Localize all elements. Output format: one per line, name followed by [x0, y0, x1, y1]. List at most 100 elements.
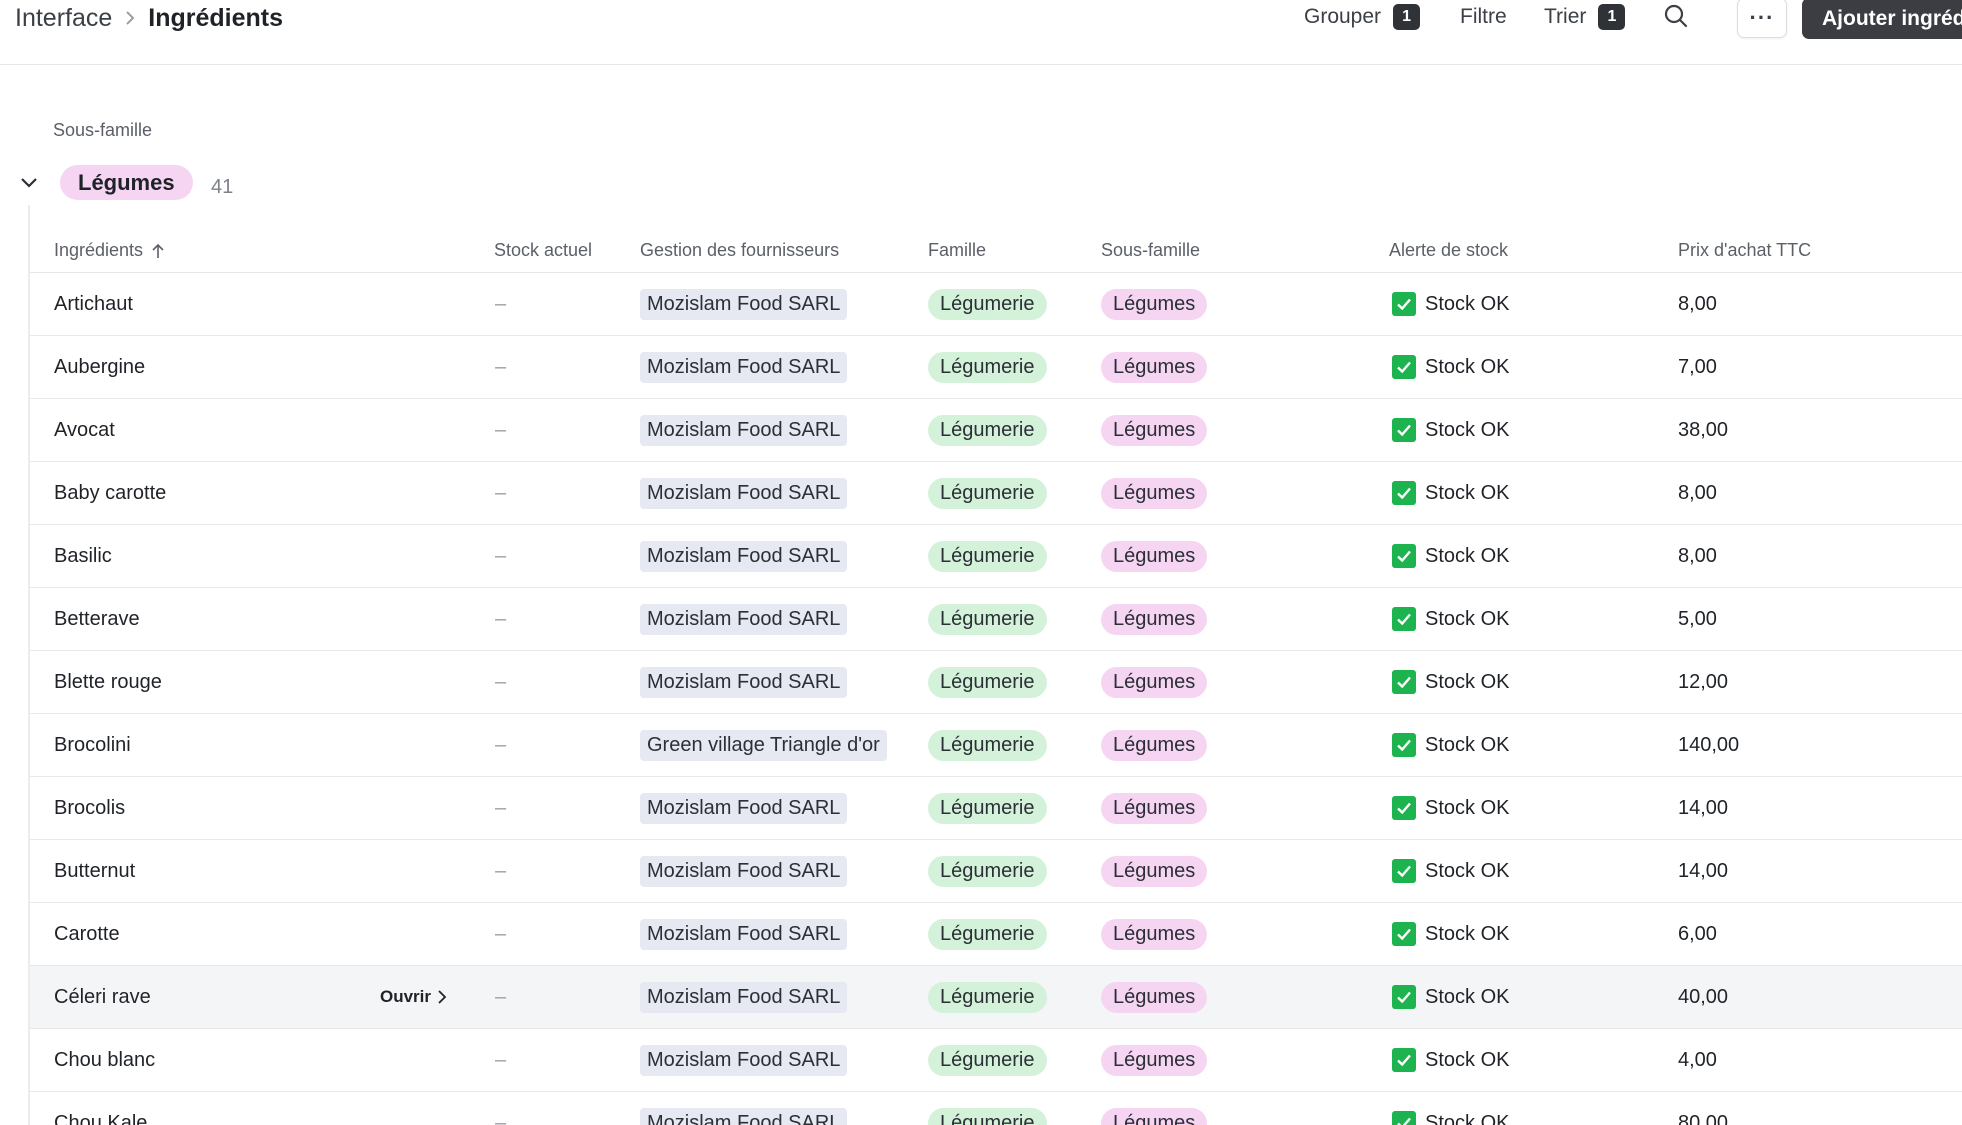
purchase-price: 140,00 — [1678, 733, 1740, 756]
family-tag: Légumerie — [928, 1107, 1047, 1125]
breadcrumb-root[interactable]: Interface — [15, 3, 113, 32]
more-options-button[interactable]: ··· — [1737, 0, 1787, 38]
checkmark-icon — [1392, 1048, 1416, 1072]
table-row[interactable]: Basilic Ouvrir – Mozislam Food SARL Légu… — [30, 525, 1962, 588]
column-header-family[interactable]: Famille — [928, 240, 987, 260]
ingredient-name: Betterave — [54, 607, 140, 630]
open-record-link[interactable]: Ouvrir — [380, 966, 447, 1028]
stock-alert-text: Stock OK — [1425, 355, 1510, 378]
supplier-tag[interactable]: Mozislam Food SARL — [640, 477, 848, 509]
table-row[interactable]: Chou blanc Ouvrir – Mozislam Food SARL L… — [30, 1029, 1962, 1092]
filter-button[interactable]: Filtre — [1460, 0, 1507, 34]
column-header-ingredients[interactable]: Ingrédients — [54, 240, 165, 261]
purchase-price: 12,00 — [1678, 670, 1729, 693]
ingredients-table: Ingrédients Stock actuel Gestion des fou… — [30, 229, 1962, 1125]
supplier-tag[interactable]: Mozislam Food SARL — [640, 540, 848, 572]
table-row[interactable]: Artichaut Ouvrir – Mozislam Food SARL Lé… — [30, 273, 1962, 336]
family-tag: Légumerie — [928, 540, 1047, 572]
current-stock: – — [495, 355, 507, 378]
purchase-price: 40,00 — [1678, 985, 1729, 1008]
supplier-cell: Mozislam Food SARL — [640, 399, 848, 461]
ellipsis-icon: ··· — [1749, 5, 1775, 30]
table-row[interactable]: Butternut Ouvrir – Mozislam Food SARL Lé… — [30, 840, 1962, 903]
add-ingredient-button[interactable]: Ajouter ingrédient — [1802, 0, 1962, 39]
subfamily-tag: Légumes — [1101, 792, 1208, 824]
page-title: Ingrédients — [148, 3, 284, 32]
checkmark-icon — [1392, 481, 1416, 505]
family-tag: Légumerie — [928, 1044, 1047, 1076]
current-stock: – — [495, 607, 507, 630]
purchase-price: 8,00 — [1678, 481, 1717, 504]
column-header-price[interactable]: Prix d'achat TTC — [1678, 240, 1812, 260]
purchase-price: 80,00 — [1678, 1111, 1729, 1125]
table-row[interactable]: Betterave Ouvrir – Mozislam Food SARL Lé… — [30, 588, 1962, 651]
subfamily-tag: Légumes — [1101, 477, 1208, 509]
subfamily-tag: Légumes — [1101, 918, 1208, 950]
family-cell: Légumerie — [928, 399, 1047, 461]
supplier-tag[interactable]: Mozislam Food SARL — [640, 603, 848, 635]
current-stock: – — [495, 796, 507, 819]
supplier-tag[interactable]: Mozislam Food SARL — [640, 792, 848, 824]
subfamily-tag: Légumes — [1101, 666, 1208, 698]
supplier-tag[interactable]: Mozislam Food SARL — [640, 918, 848, 950]
chevron-down-icon — [20, 176, 38, 194]
stock-alert-text: Stock OK — [1425, 481, 1510, 504]
subfamily-cell: Légumes — [1101, 777, 1208, 839]
table-row[interactable]: Brocolini Ouvrir – Green village Triangl… — [30, 714, 1962, 777]
group-record-count: 41 — [211, 176, 234, 198]
supplier-cell: Mozislam Food SARL — [640, 336, 848, 398]
group-count-badge: 1 — [1393, 4, 1421, 30]
table-row[interactable]: Brocolis Ouvrir – Mozislam Food SARL Lég… — [30, 777, 1962, 840]
group-button[interactable]: Grouper 1 — [1304, 0, 1421, 34]
current-stock: – — [495, 670, 507, 693]
stock-alert-cell: Stock OK — [1392, 903, 1509, 965]
subfamily-tag: Légumes — [1101, 1044, 1208, 1076]
ingredient-name: Chou Kale — [54, 1111, 148, 1125]
ingredient-name: Avocat — [54, 418, 115, 441]
stock-alert-text: Stock OK — [1425, 292, 1510, 315]
supplier-tag[interactable]: Green village Triangle d'or — [640, 729, 887, 761]
table-row[interactable]: Céleri rave Ouvrir – Mozislam Food SARL … — [30, 966, 1962, 1029]
supplier-tag[interactable]: Mozislam Food SARL — [640, 666, 848, 698]
ingredient-name: Aubergine — [54, 355, 146, 378]
column-header-stock-alert[interactable]: Alerte de stock — [1389, 240, 1509, 260]
column-header-supplier[interactable]: Gestion des fournisseurs — [640, 240, 840, 260]
table-row[interactable]: Carotte Ouvrir – Mozislam Food SARL Légu… — [30, 903, 1962, 966]
ingredient-name: Céleri rave — [54, 985, 151, 1008]
purchase-price: 38,00 — [1678, 418, 1729, 441]
stock-alert-text: Stock OK — [1425, 418, 1510, 441]
top-bar: Interface Ingrédients Grouper 1 Filtre T… — [0, 0, 1962, 65]
checkmark-icon — [1392, 733, 1416, 757]
supplier-tag[interactable]: Mozislam Food SARL — [640, 855, 848, 887]
subfamily-tag: Légumes — [1101, 603, 1208, 635]
supplier-tag[interactable]: Mozislam Food SARL — [640, 288, 848, 320]
supplier-tag[interactable]: Mozislam Food SARL — [640, 981, 848, 1013]
table-row[interactable]: Blette rouge Ouvrir – Mozislam Food SARL… — [30, 651, 1962, 714]
checkmark-icon — [1392, 670, 1416, 694]
search-button[interactable] — [1660, 2, 1692, 34]
supplier-tag[interactable]: Mozislam Food SARL — [640, 1107, 848, 1125]
ingredient-name: Carotte — [54, 922, 120, 945]
supplier-cell: Mozislam Food SARL — [640, 966, 848, 1028]
checkmark-icon — [1392, 544, 1416, 568]
arrow-up-icon — [151, 243, 165, 259]
supplier-tag[interactable]: Mozislam Food SARL — [640, 1044, 848, 1076]
supplier-tag[interactable]: Mozislam Food SARL — [640, 414, 848, 446]
stock-alert-cell: Stock OK — [1392, 840, 1509, 902]
column-header-stock[interactable]: Stock actuel — [494, 240, 593, 260]
table-row[interactable]: Avocat Ouvrir – Mozislam Food SARL Légum… — [30, 399, 1962, 462]
subfamily-tag: Légumes — [1101, 1107, 1208, 1125]
table-row[interactable]: Chou Kale Ouvrir – Mozislam Food SARL Lé… — [30, 1092, 1962, 1125]
stock-alert-text: Stock OK — [1425, 796, 1510, 819]
purchase-price: 7,00 — [1678, 355, 1717, 378]
collapse-group-toggle[interactable] — [18, 174, 40, 196]
sort-button[interactable]: Trier 1 — [1544, 0, 1626, 34]
column-header-subfamily[interactable]: Sous-famille — [1101, 240, 1201, 260]
table-row[interactable]: Baby carotte Ouvrir – Mozislam Food SARL… — [30, 462, 1962, 525]
stock-alert-cell: Stock OK — [1392, 714, 1509, 776]
table-row[interactable]: Aubergine Ouvrir – Mozislam Food SARL Lé… — [30, 336, 1962, 399]
column-header-label: Ingrédients — [54, 240, 144, 260]
chevron-right-icon — [124, 10, 136, 26]
supplier-tag[interactable]: Mozislam Food SARL — [640, 351, 848, 383]
